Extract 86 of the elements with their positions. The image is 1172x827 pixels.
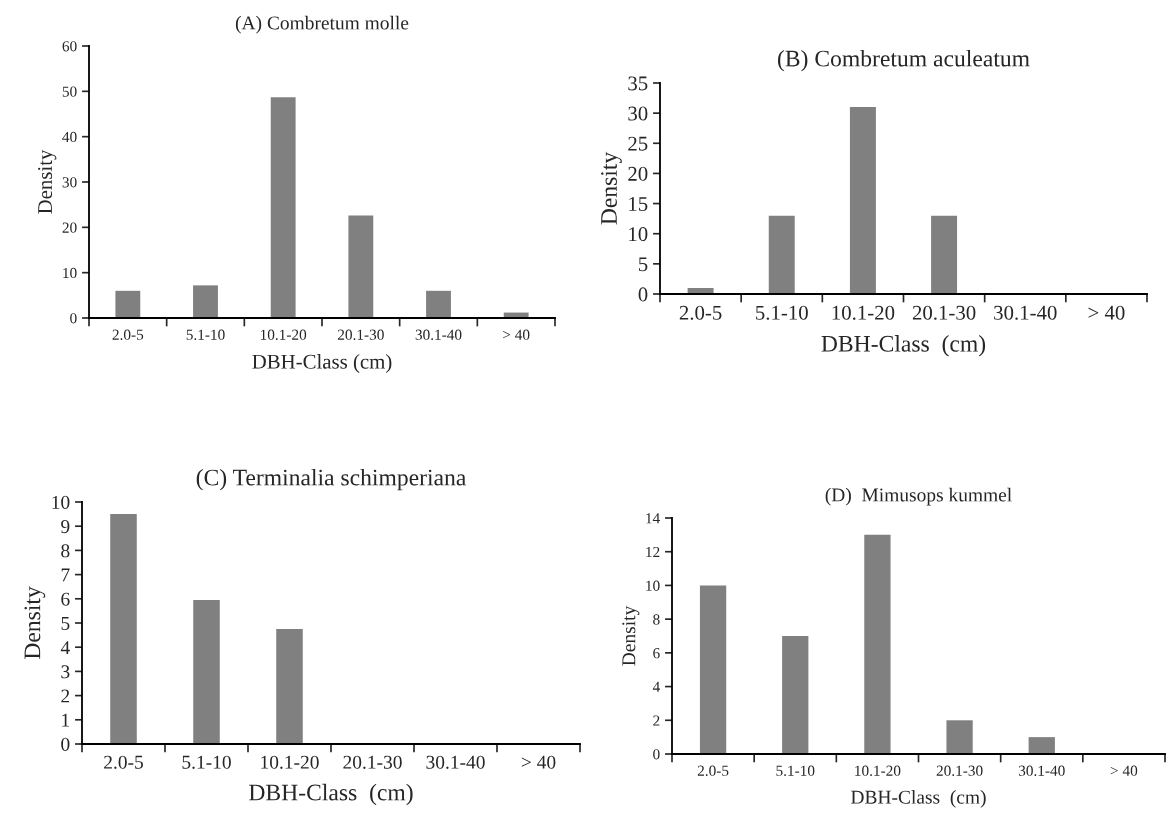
y-tick-label: 10 [646,580,660,591]
x-tick-label: 10.1-20 [260,329,307,340]
y-tick-label: 30 [628,106,648,121]
bar [931,215,958,294]
x-tick-label: 5.1-10 [756,305,808,320]
y-tick-label: 40 [62,131,77,143]
x-tick-label: 30.1-40 [1018,765,1065,776]
y-tick-label: 20 [628,166,648,181]
y-axis-title: Density [38,149,57,214]
y-tick-label: 35 [628,76,648,91]
y-tick-label: 50 [62,86,77,97]
bar [270,97,296,318]
y-tick-label: 4 [652,681,660,692]
x-tick-label: 30.1-40 [994,305,1057,320]
x-tick-label: 10.1-20 [261,755,319,769]
x-tick-label: 20.1-30 [337,329,384,340]
bar [699,585,727,754]
chart-title: (D) Mimusops kummel [825,487,1012,506]
bar [864,534,891,754]
y-tick-label: 5 [638,257,648,272]
y-tick-label: 5 [61,617,70,630]
y-tick-label: 8 [61,544,70,558]
bar [193,285,218,318]
x-tick-label: 20.1-30 [912,305,976,320]
bar [849,107,876,294]
y-axis-title: Density [601,151,622,225]
bar [426,290,451,318]
y-tick-label: 10 [63,267,77,279]
x-tick-label: 30.1-40 [426,755,485,769]
bar [782,636,809,754]
bar [1028,737,1055,754]
bar [193,600,220,744]
y-tick-label: 4 [60,641,70,654]
bar [946,720,973,754]
x-tick-label: 2.0-5 [112,329,144,340]
x-tick-label: 2.0-5 [679,305,722,320]
y-tick-label: 10 [629,227,648,242]
y-tick-label: 12 [646,546,660,558]
y-tick-label: 14 [646,513,660,524]
x-tick-label: 20.1-30 [936,765,983,776]
x-tick-label: > 40 [503,329,530,340]
y-tick-label: 2 [653,715,660,726]
y-tick-label: 2 [61,689,70,703]
bar [768,215,795,294]
x-axis-title: DBH-Class (cm) [851,790,986,808]
y-tick-label: 1 [62,713,70,727]
y-tick-label: 0 [61,737,70,751]
chart-title: (B) Combretum aculeatum [777,49,1030,72]
x-tick-label: 30.1-40 [415,329,462,340]
y-tick-label: 10 [52,495,70,509]
x-axis-title: DBH-Class (cm) [252,354,392,373]
x-tick-label: 20.1-30 [343,755,402,769]
y-tick-label: 0 [638,287,648,302]
y-tick-label: 9 [61,520,70,534]
y-tick-label: 6 [61,592,70,606]
y-tick-label: 0 [653,749,660,760]
x-tick-label: 5.1-10 [776,765,815,776]
y-tick-label: 20 [62,222,77,233]
x-tick-label: > 40 [1088,305,1125,320]
x-tick-label: 10.1-20 [855,765,901,776]
y-tick-label: 3 [61,665,70,679]
y-tick-label: 7 [61,568,70,582]
y-axis-title: Density [622,605,640,666]
y-axis-title: Density [24,586,46,660]
y-tick-label: 15 [629,197,648,211]
x-axis-title: DBH-Class (cm) [249,783,413,806]
x-tick-label: > 40 [1110,765,1138,776]
bar [276,629,303,744]
chart-title: (C) Terminalia schimperiana [196,468,467,491]
y-tick-label: 8 [653,614,660,625]
x-tick-label: 2.0-5 [697,765,729,776]
bar [110,514,137,744]
y-tick-label: 60 [62,41,77,52]
bar [348,215,374,318]
x-tick-label: 10.1-20 [832,305,895,320]
y-tick-label: 30 [62,177,77,188]
x-tick-label: 5.1-10 [182,755,231,769]
bar [115,290,141,318]
y-tick-label: 25 [628,136,648,151]
x-tick-label: > 40 [521,755,556,769]
x-tick-label: 5.1-10 [186,329,225,340]
x-tick-label: 2.0-5 [104,755,143,769]
chart-title: (A) Combretum molle [235,15,409,34]
x-axis-title: DBH-Class (cm) [821,335,986,357]
y-tick-label: 0 [70,313,77,324]
y-tick-label: 6 [653,648,660,659]
